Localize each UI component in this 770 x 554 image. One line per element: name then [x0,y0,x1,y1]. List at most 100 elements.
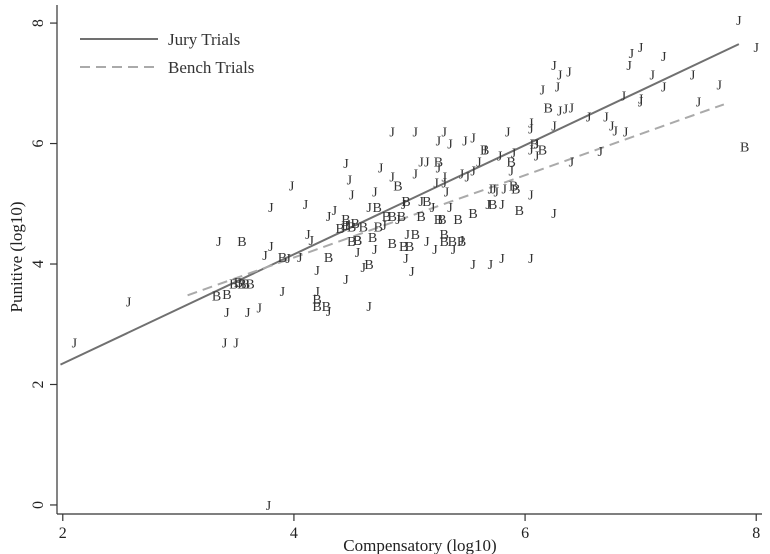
jury-point: J [557,104,563,119]
bench-point: B [393,180,402,195]
jury-point: J [441,125,447,140]
bench-point: B [312,300,321,315]
jury-point: J [401,198,407,213]
jury-point: J [266,499,272,514]
bench-point: B [312,293,321,308]
bench-point: B [335,222,344,237]
bench-point: B [416,210,425,225]
x-tick-label: 6 [521,525,529,542]
bench-point: B [480,144,489,159]
jury-point: J [459,168,465,183]
jury-point: J [441,171,447,186]
jury-point: J [566,65,572,80]
jury-point: J [470,132,476,147]
jury-point: J [638,95,644,110]
legend-jury-label: Jury Trials [168,30,240,49]
bench-point: B [437,213,446,228]
jury-point: J [534,150,540,165]
jury-point: J [476,156,482,171]
jury-point: J [332,204,338,219]
bench-point: B [511,183,520,198]
jury-point: J [216,235,222,250]
jury-point: J [126,295,132,310]
jury-point: J [343,273,349,288]
axes [56,5,762,515]
jury-point: J [381,219,387,234]
jury-point: J [343,157,349,172]
jury-point: J [497,150,503,165]
bench-point: B [397,210,406,225]
y-axis-title: Punitive (log10) [7,202,26,313]
jury-point: J [436,135,442,150]
jury-point: J [444,186,450,201]
bench-point: B [457,235,466,250]
jury-point: J [366,300,372,315]
jury-point: J [638,92,644,107]
jury-point: J [626,59,632,74]
bench-point: B [322,300,331,315]
jury-point: J [430,201,436,216]
jury-point: J [557,68,563,83]
jury-point: J [433,177,439,192]
bench-point: B [453,213,462,228]
jury-point: J [505,125,511,140]
bench-point: B [434,213,443,228]
jury-point: J [224,306,230,321]
bench-point: B [324,251,333,266]
jury-point: J [413,168,419,183]
jury-point: J [395,213,401,228]
jury-point: J [418,156,424,171]
bench-point: B [341,219,350,234]
bench-point: B [538,144,547,159]
jury-point: J [470,258,476,273]
jury-point: J [563,103,569,118]
jury-point: J [511,147,517,162]
bench-point: B [468,207,477,222]
x-tick-label: 2 [59,525,67,542]
jury-point: J [297,251,303,266]
bench-point: B [440,235,449,250]
jury-point: J [638,41,644,56]
jury-point: J [285,252,291,267]
jury-point: J [508,165,514,180]
jury-point: J [403,252,409,267]
jury-point: J [621,89,627,104]
jury-point: J [459,234,465,249]
bench-point: B [237,235,246,250]
jury-point: J [528,252,534,267]
jury-point: J [409,265,415,280]
bench-point: B [399,240,408,255]
jury-point: J [736,14,742,29]
jury-point: J [389,125,395,140]
jury-point: J [309,234,315,249]
bench-point: B [212,289,221,304]
bench-point: B [509,180,518,195]
jury-point: J [424,156,430,171]
jury-point: J [233,336,239,351]
y-tick-label: 8 [30,19,47,27]
bench-point: B [401,195,410,210]
jury-point: J [623,125,629,140]
legend-bench-label: Bench Trials [168,58,254,77]
bench-point: B [434,156,443,171]
jury-point: J [597,145,603,160]
jury-point: J [314,285,320,300]
jury-point: J [586,110,592,125]
jury-point: J [528,144,534,159]
jury-point: J [569,101,575,116]
ticks: 2 4 6 8 0 2 4 6 8 [30,19,760,542]
jury-point: J [326,305,332,320]
jury-point: J [528,122,534,137]
bench-point: B [237,277,246,292]
jury-point: J [280,285,286,300]
jury-point: J [499,252,505,267]
bench-point: B [374,221,383,236]
jury-point: J [303,198,309,213]
bench-point: B [387,237,396,252]
jury-point: J [451,243,457,258]
jury-point: J [257,301,263,316]
jury-point: J [326,210,332,225]
bench-point: B [368,231,377,246]
